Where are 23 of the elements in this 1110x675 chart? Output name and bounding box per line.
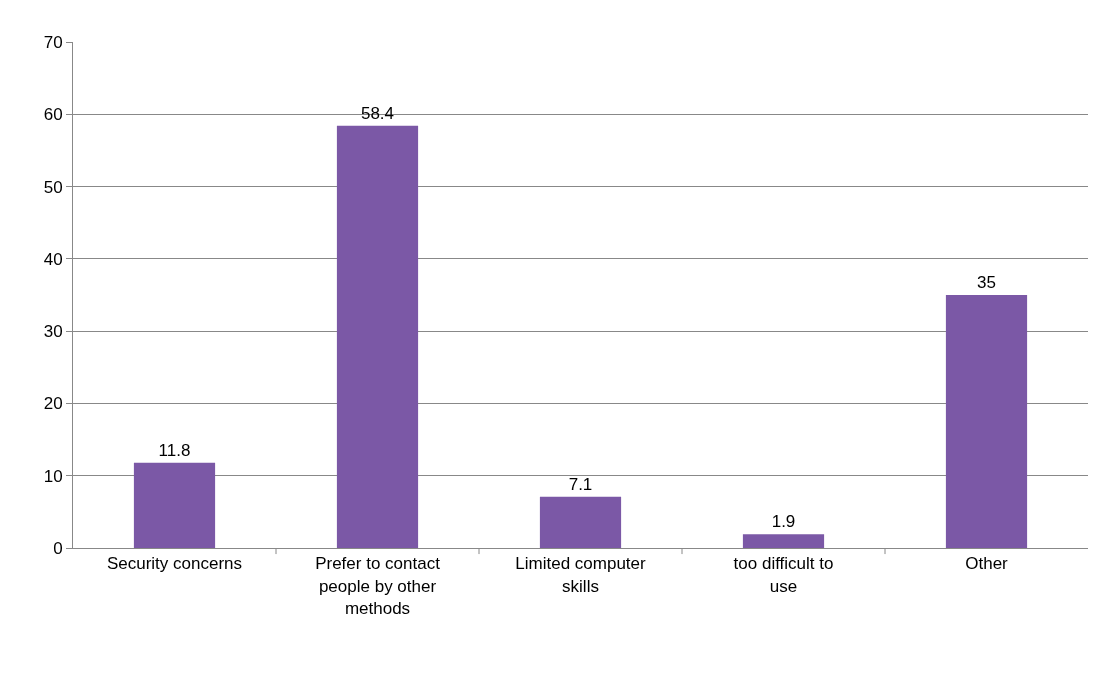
- data-label: 7.1: [568, 474, 593, 494]
- y-tick-label: 20: [43, 394, 63, 414]
- x-tick-label: Other: [965, 554, 1009, 574]
- y-tick-label: 70: [43, 32, 63, 52]
- y-tick-label: 50: [43, 177, 63, 197]
- y-tick-label: 40: [43, 249, 63, 269]
- data-label: 35: [977, 273, 996, 292]
- bar: [742, 534, 825, 548]
- y-tick-label: 60: [43, 105, 63, 125]
- x-tick-label: too difficult to use: [733, 554, 834, 596]
- x-tick-label: Limited computer skills: [515, 554, 647, 596]
- data-label: 1.9: [771, 512, 796, 532]
- y-tick-label: 0: [53, 538, 63, 558]
- bar: [133, 462, 216, 548]
- y-tick-label: 10: [43, 466, 63, 486]
- x-tick-label: Prefer to contact people by other methods: [315, 554, 441, 618]
- x-tick-label: Security concerns: [106, 554, 243, 574]
- data-label: 11.8: [158, 440, 191, 460]
- bar: [336, 125, 419, 548]
- data-label: 58.4: [360, 103, 395, 123]
- y-tick-label: 30: [43, 322, 63, 342]
- bar: [945, 295, 1028, 548]
- bar: [539, 496, 622, 548]
